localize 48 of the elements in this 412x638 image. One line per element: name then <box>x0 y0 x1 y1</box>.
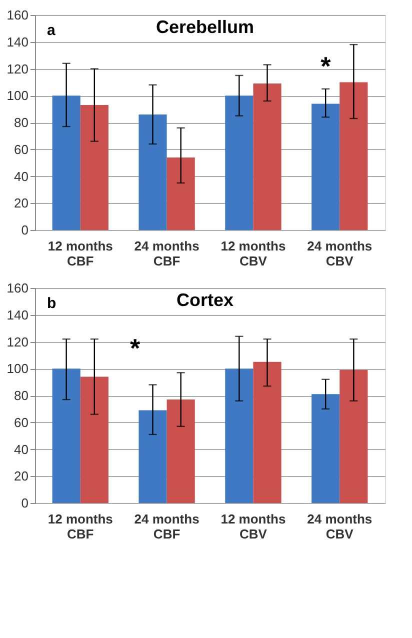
chart-title: Cerebellum <box>156 17 254 37</box>
bar <box>312 394 340 503</box>
bar <box>138 410 167 503</box>
annotation: b <box>47 295 56 312</box>
bar <box>253 362 282 503</box>
y-tick-label: 60 <box>14 414 28 430</box>
y-tick-label: 60 <box>14 142 28 157</box>
bar <box>52 368 80 503</box>
bar <box>138 114 167 230</box>
y-tick-label: 20 <box>14 196 28 211</box>
bar <box>52 96 80 230</box>
x-tick-label: 12 months CBV <box>220 238 286 268</box>
y-tick-label: 20 <box>14 468 28 484</box>
y-tick-label: 40 <box>14 442 28 457</box>
y-tick-label: 100 <box>6 361 28 376</box>
y-tick-label: 160 <box>6 8 28 22</box>
bar <box>253 84 282 230</box>
bar <box>80 105 108 230</box>
x-tick-label: 24 months CBV <box>307 238 372 268</box>
bar <box>166 400 195 503</box>
x-tick-label: 12 months CBF <box>48 238 113 268</box>
bar <box>166 157 195 230</box>
y-tick-label: 80 <box>14 115 28 130</box>
y-tick-label: 120 <box>6 334 28 350</box>
y-tick-label: 80 <box>14 388 28 403</box>
bar <box>312 104 340 230</box>
x-tick-label: 24 months CBV <box>307 512 372 542</box>
y-tick-label: 140 <box>6 307 28 322</box>
x-tick-label: 12 months CBV <box>220 512 286 542</box>
x-tick-label: 12 months CBF <box>48 512 113 542</box>
y-tick-label: 160 <box>6 280 28 296</box>
bar <box>340 370 368 503</box>
y-tick-label: 140 <box>6 34 28 50</box>
x-tick-label: 24 months CBF <box>134 238 200 268</box>
x-tick-label: 24 months CBF <box>134 512 200 542</box>
bar <box>80 376 108 503</box>
y-tick-label: 0 <box>21 496 28 510</box>
annotation: * <box>320 50 332 81</box>
bar <box>340 82 368 230</box>
chart-title: Cortex <box>176 290 234 310</box>
y-tick-label: 0 <box>21 222 28 238</box>
y-tick-label: 120 <box>6 61 28 76</box>
annotation: a <box>47 22 56 39</box>
y-tick-label: 100 <box>6 88 28 104</box>
bar <box>225 96 254 230</box>
annotation: * <box>130 333 141 363</box>
y-tick-label: 40 <box>14 168 28 184</box>
bar <box>225 368 254 503</box>
